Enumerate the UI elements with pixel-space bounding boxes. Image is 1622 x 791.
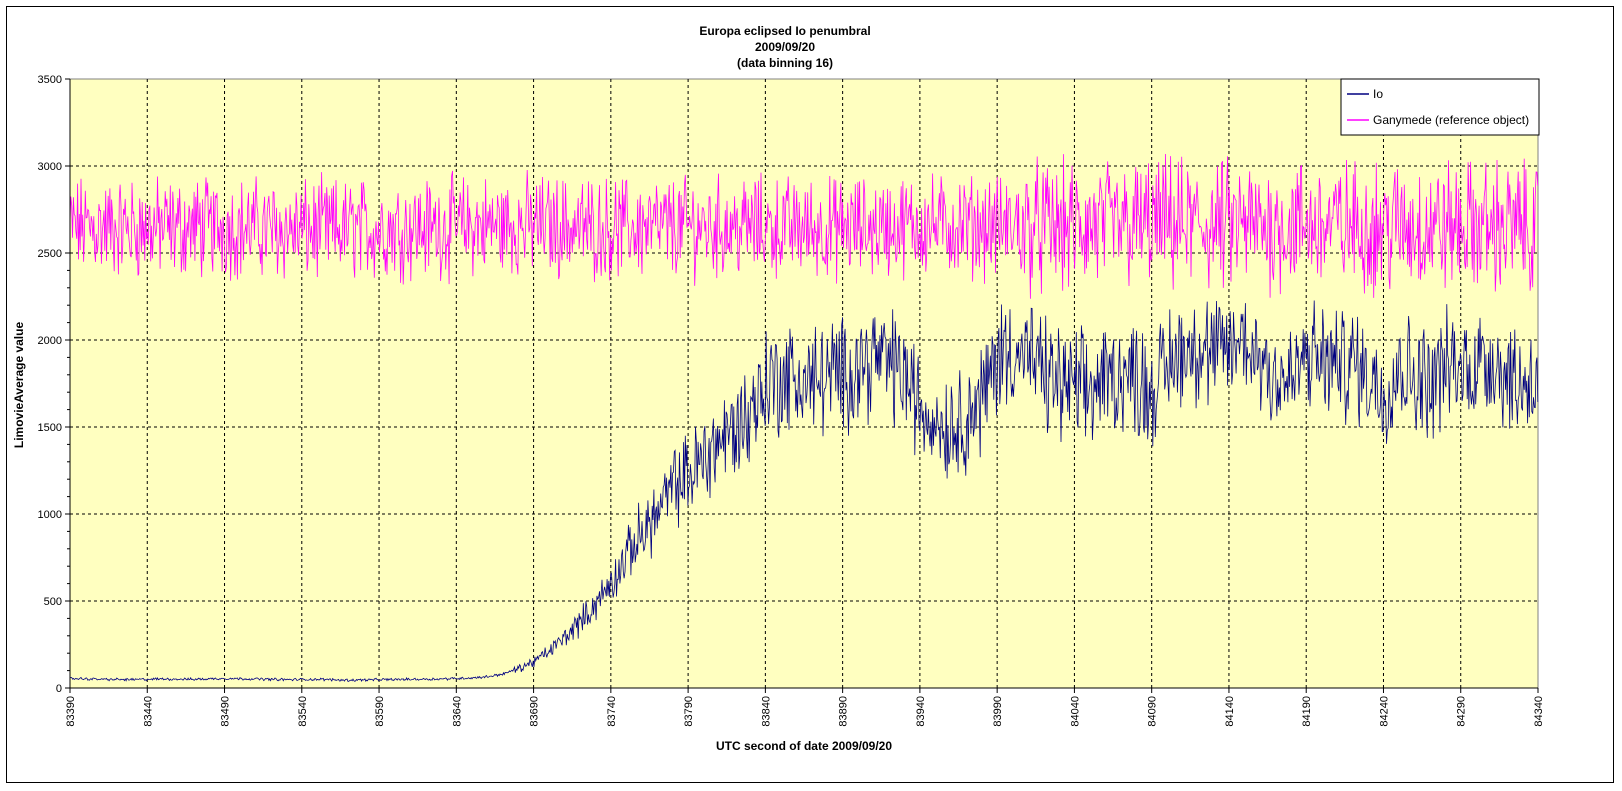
x-tick-label: 83690 (529, 696, 541, 727)
x-tick-labels: 83390 83440 83490 83540 83590 83640 83690 83740… (65, 696, 1545, 727)
x-tick-label: 84090 (1147, 696, 1159, 727)
legend-label-ganymede: Ganymede (reference object) (1373, 113, 1529, 127)
x-tick-label: 83840 (760, 696, 772, 727)
x-tick-label: 83790 (683, 696, 695, 727)
axes (65, 78, 1539, 693)
x-tick-label: 83740 (606, 696, 618, 727)
y-tick-label: 1500 (38, 422, 62, 434)
series-layer (69, 153, 1539, 683)
y-tick-label: 2500 (38, 248, 62, 260)
chart-frame: Europa eclipsed Io penumbral 2009/09/20 … (6, 6, 1614, 783)
series-line-ganymede (69, 153, 1539, 299)
y-axis-title: LimovieAverage value (12, 322, 26, 449)
chart-title-line-1: Europa eclipsed Io penumbral (699, 24, 870, 38)
x-tick-label: 84140 (1224, 696, 1236, 727)
x-tick-label: 83590 (374, 696, 386, 727)
x-tick-label: 83390 (65, 696, 77, 727)
x-tick-label: 84240 (1378, 696, 1390, 727)
y-tick-label: 3000 (38, 161, 62, 173)
y-tick-labels: 0 500 1000 1500 2000 2500 3000 3500 (38, 74, 62, 695)
y-tick-label: 2000 (38, 335, 62, 347)
x-tick-label: 83890 (838, 696, 850, 727)
x-tick-label: 84190 (1301, 696, 1313, 727)
chart-svg: Europa eclipsed Io penumbral 2009/09/20 … (12, 24, 1545, 753)
legend-box (1340, 78, 1540, 136)
legend-label-io: Io (1373, 87, 1383, 101)
y-tick-label: 1000 (38, 509, 62, 521)
x-tick-label: 84290 (1456, 696, 1468, 727)
chart-title-line-3: (data binning 16) (737, 56, 833, 70)
x-tick-label: 83540 (297, 696, 309, 727)
x-tick-label: 84340 (1533, 696, 1545, 727)
x-tick-label: 84040 (1069, 696, 1081, 727)
series-line-io (69, 300, 1539, 683)
y-tick-label: 500 (44, 596, 62, 608)
legend: Io Ganymede (reference object) (1340, 78, 1540, 136)
x-tick-label: 83440 (142, 696, 154, 727)
x-tick-label: 83640 (451, 696, 463, 727)
x-tick-label: 83990 (992, 696, 1004, 727)
x-tick-label: 83940 (915, 696, 927, 727)
gridlines (70, 79, 1538, 688)
plot-area (69, 78, 1539, 689)
x-tick-label: 83490 (220, 696, 232, 727)
y-tick-label: 3500 (38, 74, 62, 86)
y-tick-label: 0 (56, 683, 62, 695)
chart-title-line-2: 2009/09/20 (755, 40, 815, 54)
x-axis-title: UTC second of date 2009/09/20 (716, 739, 892, 753)
